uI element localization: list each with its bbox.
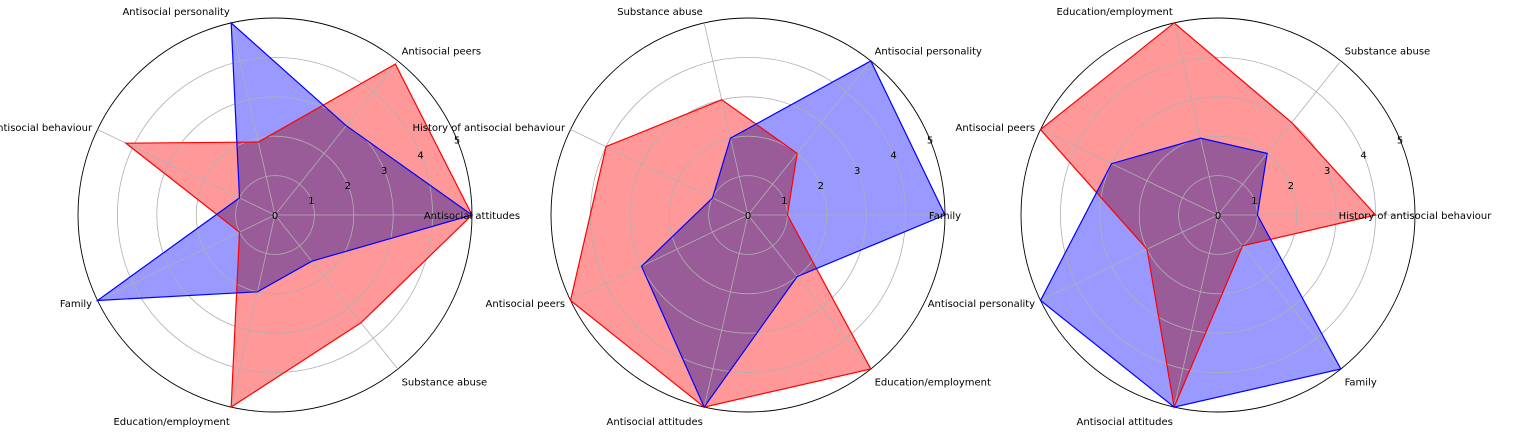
- r-tick-label: 4: [1360, 151, 1366, 162]
- spoke-3: [1173, 22, 1219, 216]
- r-tick-label: 3: [854, 166, 860, 177]
- spoke-7: [274, 214, 399, 370]
- spoke-2: [1217, 60, 1342, 216]
- spoke-6: [230, 214, 276, 408]
- category-label: Family: [1345, 378, 1377, 389]
- spoke-6: [1173, 214, 1219, 408]
- radar-chart-3: 0 1 2 3 4 5 History of antisocial behaviour Sub…: [928, 7, 1492, 428]
- category-label: Antisocial peers: [956, 123, 1036, 134]
- r-tick-label: 0: [1215, 211, 1221, 222]
- r-tick-label: 5: [1397, 136, 1403, 147]
- spoke-7: [747, 214, 872, 370]
- r-tick-label: 1: [1251, 196, 1257, 207]
- r-tick-label: 1: [781, 196, 787, 207]
- series-2-area: [97, 22, 472, 301]
- charts-group: 0 1 2 3 4 5 Antisocial attitudes Antisocial pee…: [0, 7, 1492, 428]
- spoke-4: [570, 129, 749, 216]
- r-tick-label: 1: [308, 196, 314, 207]
- category-label: Family: [60, 299, 92, 310]
- series-2-line: [640, 60, 946, 409]
- category-label: Antisocial personality: [875, 46, 982, 57]
- category-label: History of antisocial behaviour: [412, 123, 566, 134]
- spoke-5: [1040, 214, 1219, 301]
- series-1-line: [569, 99, 872, 408]
- category-label: Education/employment: [875, 378, 991, 389]
- r-tick-label: 2: [818, 181, 824, 192]
- category-label: Antisocial peers: [402, 46, 482, 57]
- spoke-2: [747, 60, 872, 216]
- category-label: Substance abuse: [402, 378, 488, 389]
- r-tick-label: 0: [745, 211, 751, 222]
- spoke-2: [274, 60, 399, 216]
- r-tick-label: 2: [1288, 181, 1294, 192]
- category-label: History of antisocial behaviour: [1339, 211, 1493, 222]
- r-tick-label: 4: [417, 151, 423, 162]
- r-tick-label: 0: [272, 211, 278, 222]
- category-label: Antisocial attitudes: [607, 417, 703, 428]
- category-label: Antisocial personality: [928, 299, 1035, 310]
- spoke-5: [97, 214, 276, 301]
- radar-chart-1: 0 1 2 3 4 5 Antisocial attitudes Antisocial pee…: [0, 7, 520, 428]
- category-label: Antisocial attitudes: [424, 211, 520, 222]
- series-2-area: [641, 60, 945, 408]
- r-tick-label: 5: [927, 136, 933, 147]
- radar-chart-2: 0 1 2 3 4 5 Family Antisocial personality Substa…: [412, 7, 991, 428]
- series-1-line: [124, 63, 473, 409]
- spoke-3: [230, 22, 276, 216]
- spoke-4: [1040, 129, 1219, 216]
- category-label: Family: [929, 211, 961, 222]
- series-2-line: [1039, 137, 1342, 408]
- spoke-5: [570, 214, 749, 301]
- category-label: Education/employment: [1056, 7, 1172, 18]
- r-tick-label: 4: [890, 151, 896, 162]
- r-tick-label: 3: [381, 166, 387, 177]
- category-label: Substance abuse: [617, 7, 703, 18]
- r-tick-label: 5: [454, 136, 460, 147]
- spoke-3: [703, 22, 749, 216]
- series-2-area: [1040, 138, 1341, 408]
- category-label: History of antisocial behaviour: [0, 123, 93, 134]
- r-tick-label: 3: [1324, 166, 1330, 177]
- series-1-line: [1039, 22, 1377, 410]
- category-label: Substance abuse: [1345, 46, 1431, 57]
- spoke-7: [1217, 214, 1342, 370]
- category-label: Antisocial peers: [486, 299, 566, 310]
- category-label: Education/employment: [113, 417, 229, 428]
- r-tick-label: 2: [345, 181, 351, 192]
- series-2-line: [95, 21, 474, 302]
- spoke-6: [703, 214, 749, 408]
- category-label: Antisocial attitudes: [1077, 417, 1173, 428]
- category-label: Antisocial personality: [122, 7, 229, 18]
